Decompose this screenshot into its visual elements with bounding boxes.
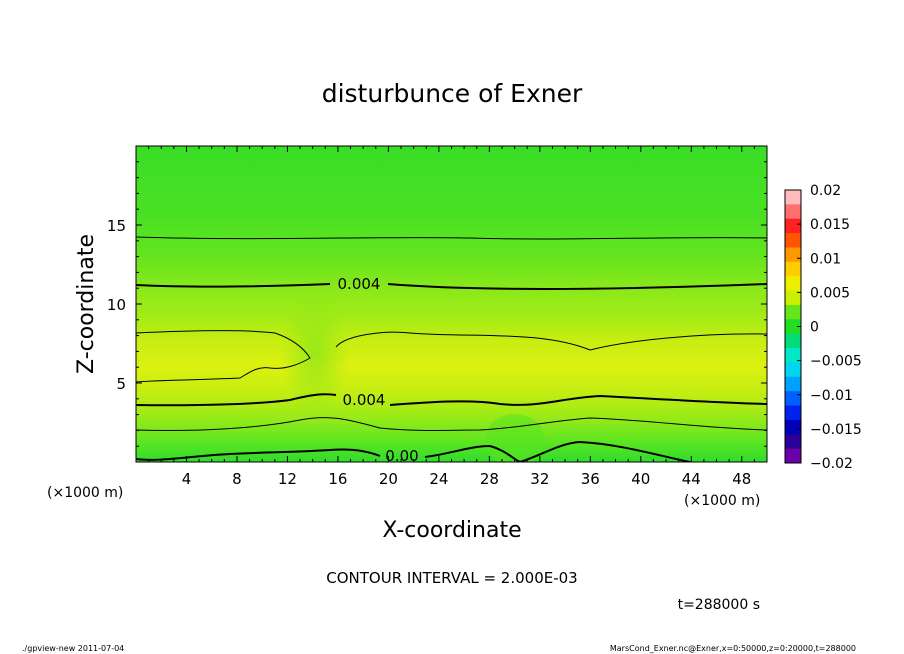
y-axis-label: Z-coordinate xyxy=(74,234,99,374)
colorbar-swatch xyxy=(785,448,801,464)
colorbar: 0.02 0.015 0.01 0.005 0 −0.005 −0.01 −0.015 −0.0… xyxy=(784,183,862,472)
x-tick-label: 16 xyxy=(328,470,347,488)
x-tick-label: 36 xyxy=(581,470,600,488)
contour-label: 0.004 xyxy=(338,275,381,293)
colorbar-swatch xyxy=(785,362,801,378)
x-axis: 4 8 12 16 20 24 28 32 36 40 44 48 xyxy=(148,146,755,488)
footer-left: ./gpview-new 2011-07-04 xyxy=(22,644,124,653)
colorbar-tick-label: −0.005 xyxy=(810,354,862,370)
colorbar-tick-label: 0.005 xyxy=(810,285,850,301)
footer-right: MarsCond_Exner.nc@Exner,x=0:50000,z=0:20… xyxy=(610,644,856,653)
colorbar-swatch xyxy=(785,218,801,234)
colorbar-swatch xyxy=(785,247,801,263)
colorbar-tick-label: −0.015 xyxy=(810,422,862,438)
colorbar-swatch xyxy=(785,190,801,205)
field-fill xyxy=(136,146,767,462)
colorbar-swatch xyxy=(785,376,801,392)
contour-line xyxy=(136,330,311,383)
chart-title: disturbunce of Exner xyxy=(322,79,583,108)
contour-line xyxy=(136,440,691,462)
contour-line xyxy=(136,283,767,290)
colorbar-tick-label: −0.02 xyxy=(810,456,853,472)
colorbar-tick-label: 0.01 xyxy=(810,251,841,267)
x-tick-label: 28 xyxy=(480,470,499,488)
x-tick-label: 24 xyxy=(429,470,448,488)
colorbar-swatch xyxy=(785,333,801,349)
colorbar-swatch xyxy=(785,233,801,248)
contour-line xyxy=(136,236,767,240)
colorbar-swatch xyxy=(785,290,801,306)
colorbar-tick-label: −0.01 xyxy=(810,388,853,404)
contour-line xyxy=(136,393,767,407)
colorbar-swatch xyxy=(785,391,801,407)
colorbar-swatch xyxy=(785,405,801,421)
x-axis-label: X-coordinate xyxy=(382,518,521,543)
x-tick-label: 4 xyxy=(182,470,192,488)
contour-lines xyxy=(136,236,767,462)
y-axis: 5 10 15 xyxy=(107,161,767,447)
x-unit-label-right: (×1000 m) xyxy=(684,493,760,509)
x-tick-label: 20 xyxy=(379,470,398,488)
colorbar-swatch xyxy=(785,261,801,277)
x-tick-label: 48 xyxy=(732,470,751,488)
x-tick-label: 32 xyxy=(530,470,549,488)
contour-label: 0.004 xyxy=(343,391,386,409)
colorbar-tick-label: 0 xyxy=(810,320,819,336)
colorbar-swatch xyxy=(785,434,801,450)
y-tick-label: 5 xyxy=(116,375,126,393)
x-tick-label: 8 xyxy=(232,470,242,488)
colorbar-swatch xyxy=(785,204,801,220)
colorbar-swatch xyxy=(785,319,801,335)
y-tick-label: 10 xyxy=(107,296,126,314)
time-label: t=288000 s xyxy=(678,597,760,613)
colorbar-swatch xyxy=(785,348,801,363)
x-tick-label: 44 xyxy=(682,470,701,488)
colorbar-tick-label: 0.02 xyxy=(810,183,841,199)
plot-area xyxy=(136,146,767,462)
contour-label-group: 0.004 0.004 0.00 xyxy=(338,275,419,465)
contour-label: 0.00 xyxy=(385,447,418,465)
y-tick-label: 15 xyxy=(107,217,126,235)
x-unit-label: (×1000 m) xyxy=(47,485,123,501)
contour-line xyxy=(136,417,767,432)
colorbar-swatch xyxy=(785,304,801,320)
colorbar-swatch xyxy=(785,276,801,292)
x-tick-label: 12 xyxy=(278,470,297,488)
field-dip xyxy=(281,282,349,422)
contour-line xyxy=(335,331,767,351)
x-tick-label: 40 xyxy=(631,470,650,488)
contour-interval-label: CONTOUR INTERVAL = 2.000E-03 xyxy=(326,569,577,587)
colorbar-swatch xyxy=(785,419,801,435)
colorbar-tick-label: 0.015 xyxy=(810,217,850,233)
